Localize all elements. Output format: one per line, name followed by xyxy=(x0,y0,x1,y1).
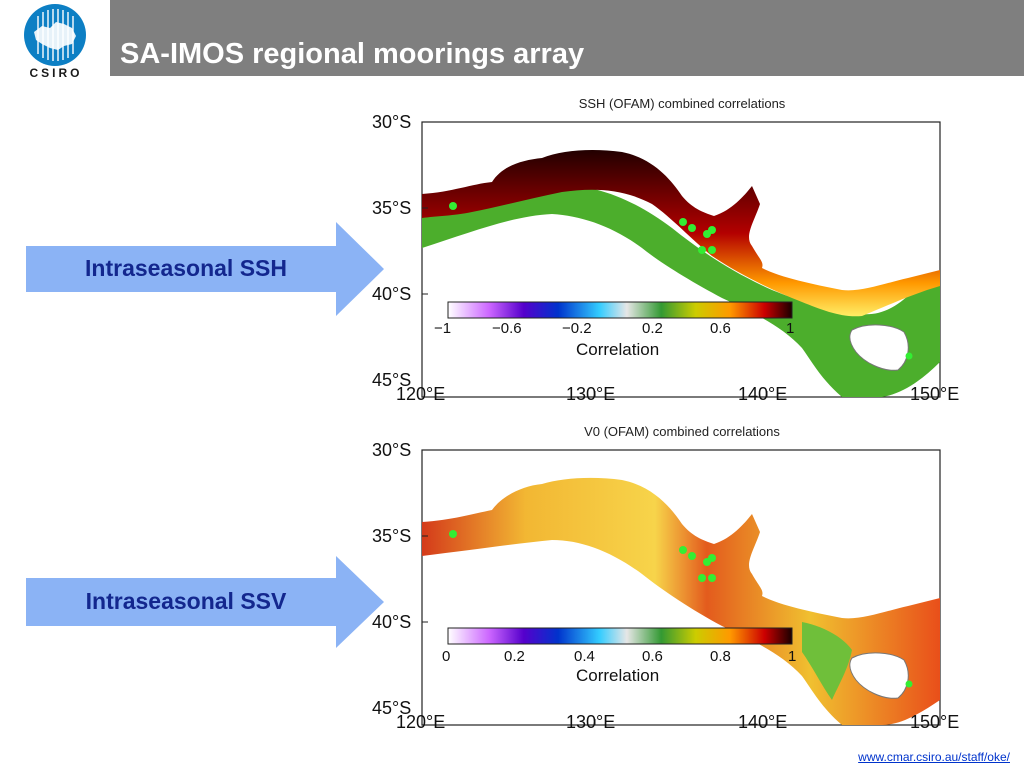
arrow-label-ssv: Intraseasonal SSV xyxy=(85,588,287,614)
colorbar-tick: −1 xyxy=(434,320,452,337)
colorbar-tick: −0.2 xyxy=(562,320,592,337)
colorbar-tick: 1 xyxy=(788,648,797,665)
title-bar: SA-IMOS regional moorings array xyxy=(110,0,1024,76)
colorbar-tick: 0.6 xyxy=(710,320,731,337)
ssh-correlation-map: SSH (OFAM) combined correlations xyxy=(352,94,992,424)
arrow-right-icon xyxy=(26,556,384,648)
map-plot xyxy=(421,449,941,726)
shelf-green-region xyxy=(802,622,852,700)
footer-link[interactable]: www.cmar.csiro.au/staff/oke/ xyxy=(858,750,1010,764)
lon-tick: 120°E xyxy=(396,712,446,732)
colorbar-tick: −0.6 xyxy=(492,320,522,337)
colorbar-tick: 0.4 xyxy=(574,648,595,665)
colorbar xyxy=(447,627,793,645)
mooring-points xyxy=(449,530,913,688)
arrow-ssh: Intraseasonal SSH xyxy=(26,222,386,316)
axis-ticks xyxy=(422,121,941,398)
shelf-green-region xyxy=(422,183,940,397)
map-plot xyxy=(421,121,941,398)
colorbar-title: Correlation xyxy=(576,666,660,685)
shelf-red-region xyxy=(422,150,940,317)
csiro-logo: CSIRO xyxy=(0,0,108,84)
lat-tick: 35°S xyxy=(372,526,412,546)
arrow-right-icon xyxy=(26,222,384,316)
csiro-logo-text: CSIRO xyxy=(29,66,83,80)
tasmania-island xyxy=(849,652,909,699)
colorbar-tick: 0 xyxy=(442,648,451,665)
lat-tick: 40°S xyxy=(372,612,412,632)
lat-tick: 45°S xyxy=(372,370,412,390)
tasmania-island xyxy=(849,324,909,371)
lat-tick: 35°S xyxy=(372,198,412,218)
lon-tick: 150°E xyxy=(910,384,960,404)
map-title: V0 (OFAM) combined correlations xyxy=(584,424,780,439)
colorbar xyxy=(447,301,793,319)
colorbar-tick: 1 xyxy=(786,320,795,337)
axis-ticks xyxy=(422,449,941,726)
lon-tick: 140°E xyxy=(738,384,788,404)
colorbar-tick: 0.2 xyxy=(504,648,525,665)
lon-tick: 140°E xyxy=(738,712,788,732)
map-title: SSH (OFAM) combined correlations xyxy=(578,96,786,111)
colorbar-tick: 0.8 xyxy=(710,648,731,665)
lat-tick: 30°S xyxy=(372,440,412,460)
lon-tick: 130°E xyxy=(566,712,616,732)
csiro-logo-icon xyxy=(24,4,86,66)
lon-tick: 150°E xyxy=(910,712,960,732)
ssv-correlation-map: V0 (OFAM) combined correlations xyxy=(352,422,992,752)
colorbar-title: Correlation xyxy=(576,340,660,359)
lon-tick: 120°E xyxy=(396,384,446,404)
colorbar-tick: 0.2 xyxy=(642,320,663,337)
arrow-label-ssh: Intraseasonal SSH xyxy=(85,255,287,281)
lon-tick: 130°E xyxy=(566,384,616,404)
mooring-points xyxy=(449,202,913,360)
lat-tick: 30°S xyxy=(372,112,412,132)
lat-tick: 40°S xyxy=(372,284,412,304)
colorbar-tick: 0.6 xyxy=(642,648,663,665)
page-title: SA-IMOS regional moorings array xyxy=(120,38,585,70)
arrow-ssv: Intraseasonal SSV xyxy=(26,556,386,650)
lat-tick: 45°S xyxy=(372,698,412,718)
